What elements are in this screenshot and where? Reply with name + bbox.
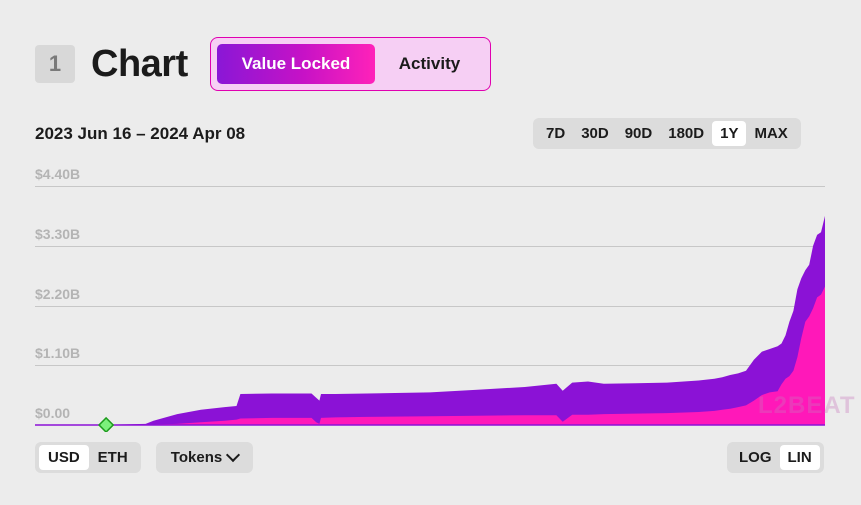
y-tick-label: $2.20B	[35, 286, 81, 302]
gridline-1	[35, 365, 825, 366]
range-180d-button[interactable]: 180D	[668, 125, 705, 142]
scale-selector: LOG LIN	[727, 442, 824, 473]
y-tick-label: $0.00	[35, 405, 71, 421]
y-tick-label: $1.10B	[35, 345, 81, 361]
gridline-3	[35, 246, 825, 247]
scale-lin-button[interactable]: LIN	[779, 445, 820, 470]
total-value-area	[35, 215, 825, 425]
y-tick-label: $4.40B	[35, 166, 81, 182]
currency-usd-button[interactable]: USD	[39, 445, 89, 470]
chart-mode-switch: Value Locked Activity	[210, 37, 491, 91]
time-range-selector: 7D 30D 90D 180D 1Y MAX	[533, 118, 801, 149]
range-max-button[interactable]: MAX	[754, 125, 788, 142]
currency-selector: USD ETH	[35, 442, 141, 473]
event-marker-diamond[interactable]	[97, 416, 115, 432]
currency-eth-button[interactable]: ETH	[97, 449, 128, 466]
tokens-dropdown[interactable]: Tokens	[156, 442, 253, 473]
tokens-label: Tokens	[170, 449, 223, 466]
date-range-label: 2023 Jun 16 – 2024 Apr 08	[35, 124, 246, 143]
page-title: Chart	[91, 43, 188, 85]
range-30d-button[interactable]: 30D	[581, 125, 609, 142]
l2beat-watermark: L2BEAT	[758, 392, 856, 419]
range-1y-button[interactable]: 1Y	[712, 121, 747, 146]
y-tick-label: $3.30B	[35, 226, 81, 242]
section-number-badge: 1	[35, 45, 75, 83]
scale-log-button[interactable]: LOG	[739, 449, 772, 466]
range-7d-button[interactable]: 7D	[546, 125, 566, 142]
activity-tab[interactable]: Activity	[398, 54, 461, 73]
value-locked-tab[interactable]: Value Locked	[217, 44, 375, 84]
chevron-down-icon	[226, 447, 241, 463]
range-90d-button[interactable]: 90D	[624, 125, 653, 142]
gridline-4	[35, 186, 825, 187]
canonical-value-area	[35, 286, 825, 425]
value-locked-chart[interactable]	[35, 170, 825, 432]
gridline-2	[35, 306, 825, 307]
